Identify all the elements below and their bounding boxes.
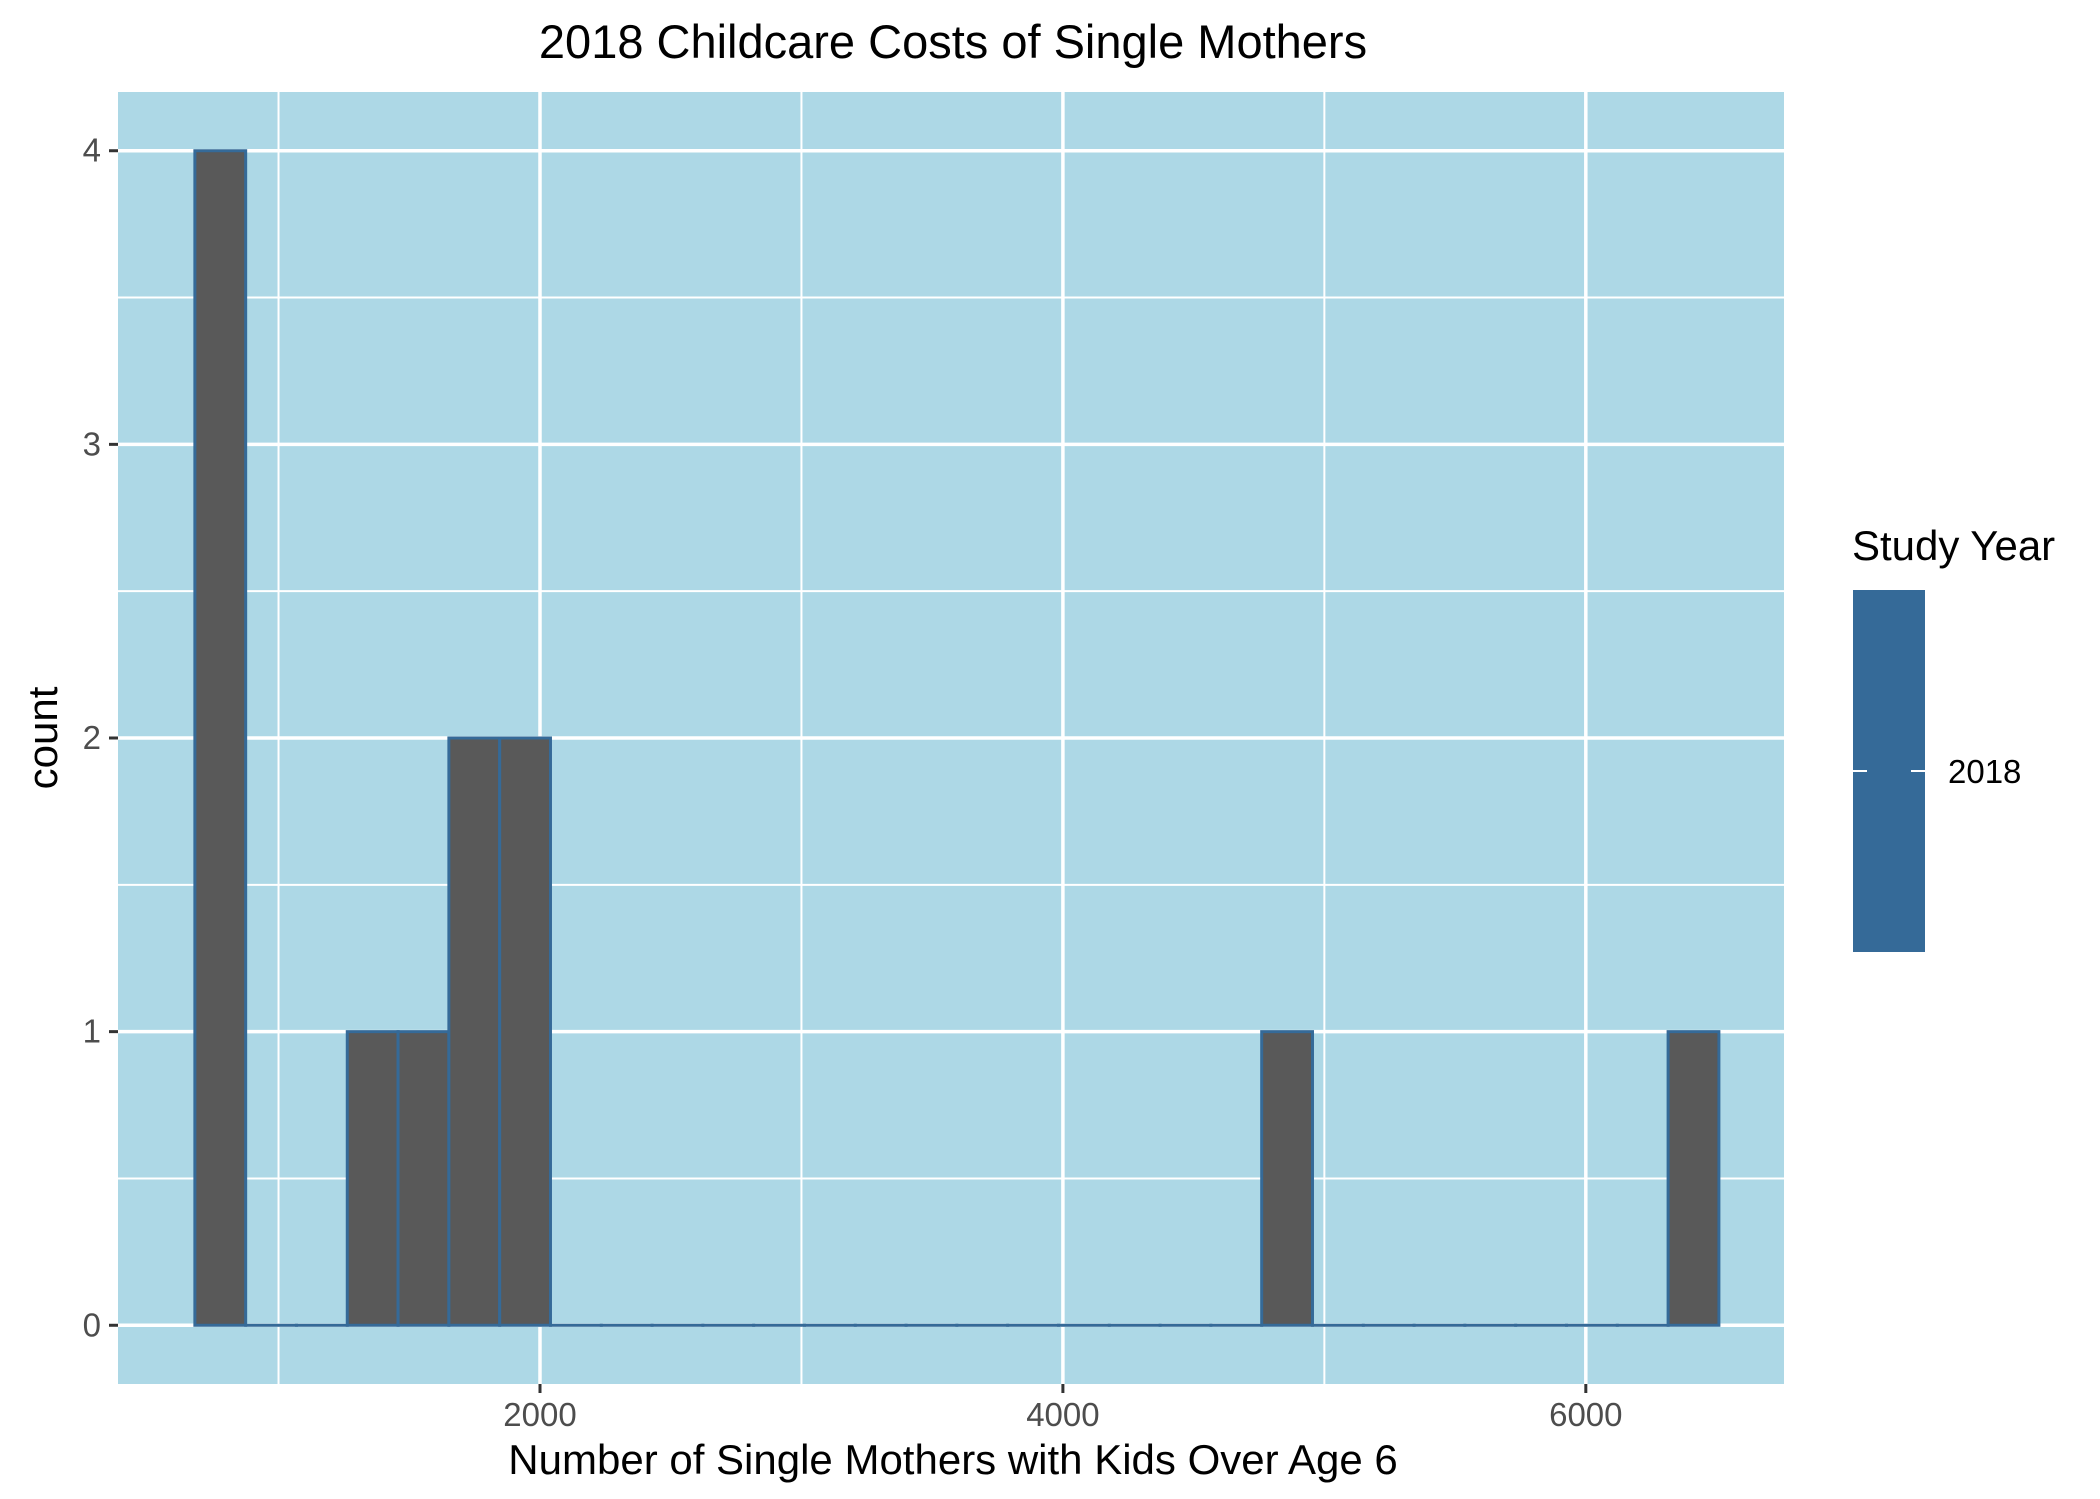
histogram-bars [193, 149, 1721, 1327]
y-tick-label: 2 [83, 719, 101, 756]
chart-title: 2018 Childcare Costs of Single Mothers [539, 15, 1367, 68]
legend-title: Study Year [1852, 522, 2055, 569]
histogram-bar [447, 736, 502, 1327]
histogram-bar [345, 1030, 400, 1327]
y-tick-label: 0 [83, 1306, 101, 1343]
x-axis-title: Number of Single Mothers with Kids Over … [508, 1436, 1397, 1483]
y-axis: 0 1 2 3 4 [83, 132, 118, 1343]
y-tick-label: 4 [83, 132, 101, 169]
x-axis: 2000 4000 6000 [503, 1384, 1623, 1433]
histogram-bar [396, 1030, 451, 1327]
histogram-bar [498, 736, 552, 1327]
y-axis-title: count [19, 686, 66, 789]
histogram-bar [193, 149, 248, 1327]
x-tick-label: 4000 [1026, 1396, 1099, 1433]
y-tick-label: 3 [83, 425, 101, 462]
legend: Study Year 2018 [1852, 522, 2055, 952]
x-tick-label: 6000 [1549, 1396, 1622, 1433]
x-tick-label: 2000 [503, 1396, 576, 1433]
legend-label: 2018 [1948, 753, 2021, 790]
y-tick-label: 1 [83, 1013, 101, 1050]
histogram-bar [1260, 1030, 1314, 1327]
histogram-bar [1666, 1030, 1721, 1327]
